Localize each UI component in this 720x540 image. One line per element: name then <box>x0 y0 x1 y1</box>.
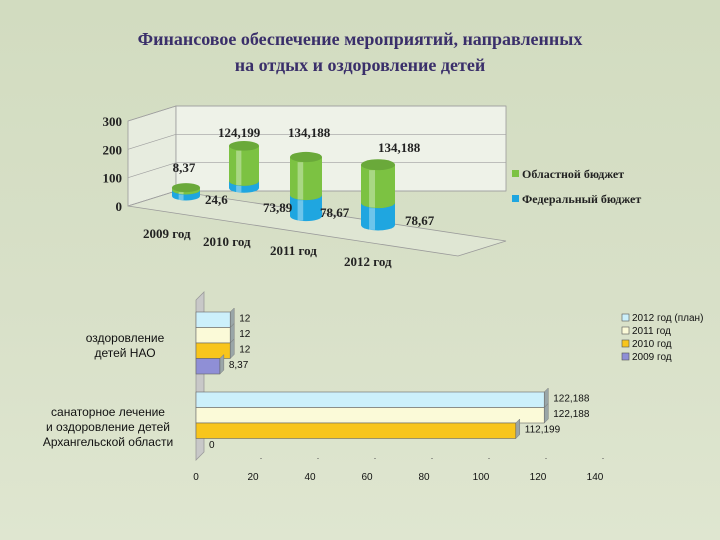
gridline <box>127 105 506 122</box>
y-tick-label: 200 <box>103 142 123 157</box>
x-tick-mark <box>431 458 433 459</box>
regional-bar-top <box>229 141 259 151</box>
slide-title: Финансовое обеспечение мероприятий, напр… <box>0 26 720 78</box>
extra-data-label: 78,67 <box>405 213 435 228</box>
regional-bar <box>361 164 395 209</box>
bar <box>195 358 221 375</box>
category-label: 2012 год <box>344 254 392 269</box>
bar <box>195 342 231 359</box>
x-tick-label: 20 <box>247 472 259 483</box>
federal-bar <box>361 202 395 231</box>
regional-data-label: 124,199 <box>218 125 261 140</box>
bar-data-label: 122,188 <box>553 393 590 404</box>
legend-label: 2009 год <box>632 352 672 363</box>
bar-data-label: 122,188 <box>553 409 590 420</box>
regional-data-label: 134,188 <box>378 140 421 155</box>
bar-data-label: 112,199 <box>525 424 561 435</box>
bar <box>195 311 231 328</box>
title-line-1: Финансовое обеспечение мероприятий, напр… <box>137 29 583 49</box>
category-label: 2010 год <box>203 234 251 249</box>
regional-bar-top <box>361 159 395 171</box>
x-tick-label: 40 <box>304 472 316 483</box>
bar-data-label: 8,37 <box>229 360 249 371</box>
legend-swatch <box>621 339 630 348</box>
bar-data-label: 12 <box>239 329 251 340</box>
bar <box>195 422 517 439</box>
category-label: Архангельской области <box>43 435 173 449</box>
federal-data-label: 73,89 <box>263 200 293 215</box>
x-tick-mark <box>317 458 319 459</box>
category-label: 2011 год <box>270 243 317 258</box>
x-tick-mark <box>545 458 547 459</box>
legend-label: Федеральный бюджет <box>522 192 641 206</box>
y-tick-label: 300 <box>103 114 123 129</box>
legend-label: 2010 год <box>632 339 672 350</box>
x-tick-label: 60 <box>361 472 373 483</box>
legend-swatch <box>621 313 630 322</box>
x-tick-mark <box>488 458 490 459</box>
legend-swatch <box>621 352 630 361</box>
regional-bar-top <box>290 151 322 163</box>
category-label: и оздоровление детей <box>46 420 170 434</box>
regional-data-label: 8,37 <box>173 160 196 175</box>
legend-label: 2011 год <box>632 326 671 337</box>
federal-data-label: 24,6 <box>205 192 228 207</box>
bar <box>195 391 545 408</box>
x-tick-label: 120 <box>530 472 547 483</box>
category-label: детей НАО <box>94 346 155 360</box>
federal-data-label: 78,67 <box>320 205 350 220</box>
x-tick-mark <box>602 458 604 459</box>
bar <box>195 327 231 344</box>
x-tick-label: 0 <box>193 472 199 483</box>
category-label: оздоровление <box>86 331 165 345</box>
x-tick-mark <box>260 458 262 459</box>
gridline <box>127 162 506 179</box>
legend-swatch <box>512 195 519 202</box>
legend-label: 2012 год (план) <box>632 313 703 324</box>
x-tick-mark <box>374 458 376 459</box>
gridline <box>127 133 506 150</box>
legend-label: Областной бюджет <box>522 167 624 181</box>
regional-data-label: 134,188 <box>288 125 331 140</box>
x-tick-label: 100 <box>473 472 490 483</box>
x-tick-label: 140 <box>587 472 604 483</box>
bar <box>195 407 545 424</box>
legend-swatch <box>621 326 630 335</box>
regional-bar-top <box>172 183 200 193</box>
category-label: санаторное лечение <box>51 405 165 419</box>
regional-bar <box>290 157 322 201</box>
bar-data-label: 12 <box>239 313 251 324</box>
y-tick-label: 0 <box>116 199 123 214</box>
y-tick-label: 100 <box>103 171 123 186</box>
title-line-2: на отдых и оздоровление детей <box>234 55 486 75</box>
regional-bar <box>229 145 259 186</box>
federal-bar <box>290 195 322 222</box>
legend-swatch <box>512 170 519 177</box>
bar-data-label: 12 <box>239 344 251 355</box>
bar-data-label: 0 <box>209 440 215 451</box>
category-label: 2009 год <box>143 226 191 241</box>
x-tick-label: 80 <box>418 472 430 483</box>
